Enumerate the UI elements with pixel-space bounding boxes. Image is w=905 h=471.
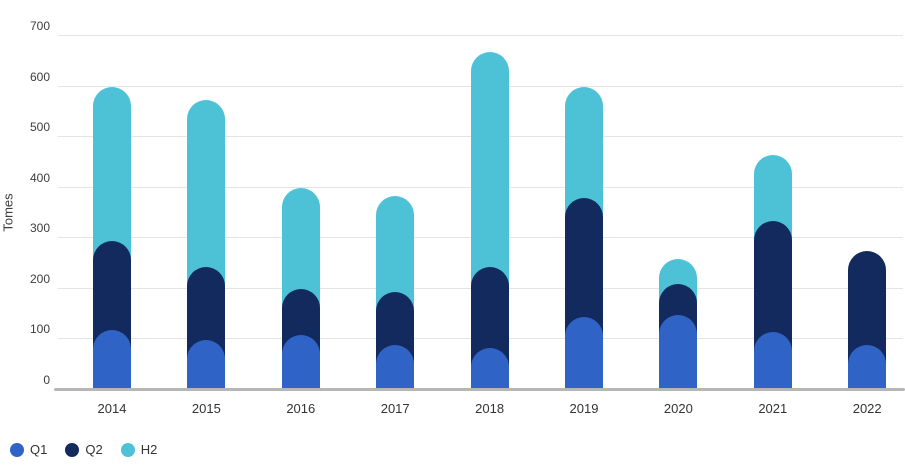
legend: Q1 Q2 H2 — [10, 442, 157, 457]
gridline — [58, 35, 903, 36]
y-tick-label-500: 500 — [29, 120, 50, 135]
bar-segment-q1-2022[interactable] — [848, 345, 887, 388]
x-tick-label-2022: 2022 — [852, 401, 882, 416]
x-tick-label-2019: 2019 — [569, 401, 599, 416]
x-axis-line — [54, 387, 905, 391]
legend-swatch-q2 — [65, 442, 80, 457]
bar-segment-q1-2018[interactable] — [470, 347, 509, 388]
bar-segment-q1-2020[interactable] — [659, 314, 698, 388]
x-tick-label-2015: 2015 — [191, 401, 221, 416]
y-tick-label-100: 100 — [29, 322, 50, 337]
x-tick-label-2017: 2017 — [380, 401, 410, 416]
legend-swatch-h2 — [120, 442, 135, 457]
x-tick-label-2018: 2018 — [475, 401, 505, 416]
legend-item-q2[interactable]: Q2 — [65, 442, 103, 457]
x-tick-label-2014: 2014 — [97, 401, 127, 416]
legend-label-q2: Q2 — [85, 442, 103, 457]
y-tick-label-700: 700 — [29, 19, 50, 33]
bar-segment-q1-2019[interactable] — [565, 317, 603, 388]
y-tick-label-600: 600 — [29, 69, 50, 84]
legend-item-q1[interactable]: Q1 — [10, 442, 47, 457]
y-tick-label-300: 300 — [29, 221, 50, 236]
y-tick-label-0: 0 — [43, 373, 50, 387]
bar-segment-q1-2016[interactable] — [281, 334, 320, 388]
bar-segment-q1-2014[interactable] — [93, 329, 131, 388]
bar-segment-q1-2017[interactable] — [376, 345, 415, 388]
legend-item-h2[interactable]: H2 — [120, 442, 158, 457]
legend-swatch-q1 — [10, 442, 24, 457]
y-tick-label-200: 200 — [29, 271, 50, 286]
legend-label-h2: H2 — [140, 442, 158, 457]
x-tick-label-2021: 2021 — [758, 401, 788, 416]
bar-segment-q1-2021[interactable] — [753, 332, 792, 388]
plot-area — [54, 35, 905, 391]
x-tick-label-2016: 2016 — [286, 401, 316, 416]
y-axis-title: Tomes — [0, 193, 16, 232]
x-tick-label-2020: 2020 — [663, 401, 693, 416]
bar-segment-q1-2015[interactable] — [187, 339, 226, 388]
y-tick-label-400: 400 — [29, 170, 50, 185]
legend-label-q1: Q1 — [30, 442, 48, 457]
